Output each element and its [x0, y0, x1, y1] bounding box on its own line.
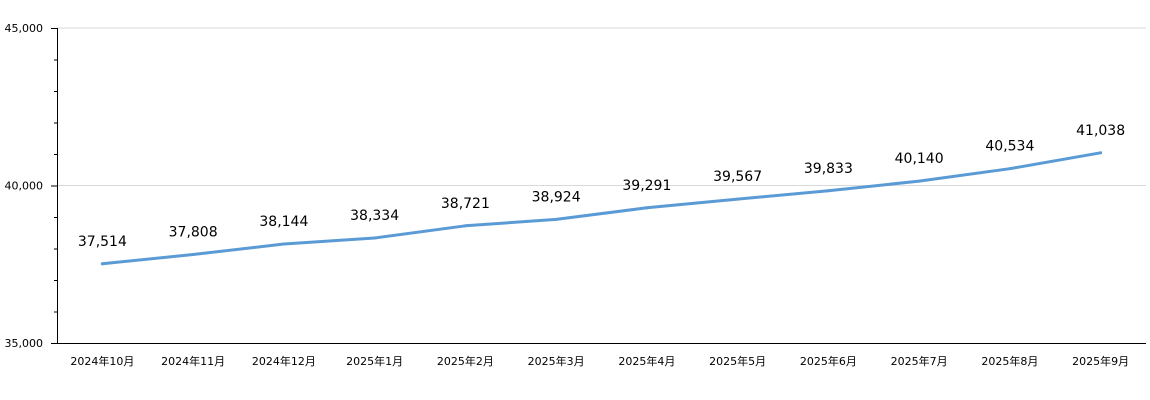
- data-point: [736, 197, 740, 201]
- data-point: [826, 189, 830, 193]
- data-label: 40,534: [985, 139, 1034, 155]
- data-point: [1099, 151, 1103, 155]
- series-line: [100, 151, 1103, 266]
- data-label: 39,833: [804, 161, 853, 177]
- data-label: 39,291: [622, 178, 671, 194]
- x-tick-label: 2025年3月: [528, 354, 585, 368]
- data-label: 38,144: [259, 214, 308, 230]
- data-point: [645, 206, 649, 210]
- data-label: 39,567: [713, 169, 762, 185]
- x-tick-label: 2024年12月: [252, 354, 316, 368]
- x-tick-label: 2025年5月: [709, 354, 766, 368]
- data-label: 37,514: [78, 234, 127, 250]
- data-point: [463, 224, 467, 228]
- data-point: [917, 179, 921, 183]
- x-tick-label: 2025年1月: [346, 354, 403, 368]
- data-label: 37,808: [169, 225, 218, 241]
- x-tick-label: 2025年9月: [1072, 354, 1129, 368]
- x-tick-label: 2024年10月: [70, 354, 134, 368]
- data-point: [282, 242, 286, 246]
- data-point: [373, 236, 377, 240]
- data-label: 38,334: [350, 208, 399, 224]
- x-tick-label: 2025年4月: [618, 354, 675, 368]
- x-tick-label: 2025年6月: [800, 354, 857, 368]
- data-label: 38,721: [441, 196, 490, 212]
- y-tick-label: 40,000: [5, 180, 44, 193]
- y-tick-label: 35,000: [5, 337, 44, 350]
- data-point: [554, 217, 558, 221]
- x-tick-label: 2025年8月: [981, 354, 1038, 368]
- data-label: 40,140: [895, 151, 944, 167]
- data-label: 41,038: [1076, 123, 1125, 139]
- data-point: [100, 262, 104, 266]
- y-tick-label: 45,000: [5, 22, 44, 35]
- data-point: [191, 253, 195, 257]
- data-point: [1008, 167, 1012, 171]
- x-tick-label: 2024年11月: [161, 354, 225, 368]
- x-tick-label: 2025年2月: [437, 354, 494, 368]
- x-tick-label: 2025年7月: [891, 354, 948, 368]
- data-label: 38,924: [532, 189, 581, 205]
